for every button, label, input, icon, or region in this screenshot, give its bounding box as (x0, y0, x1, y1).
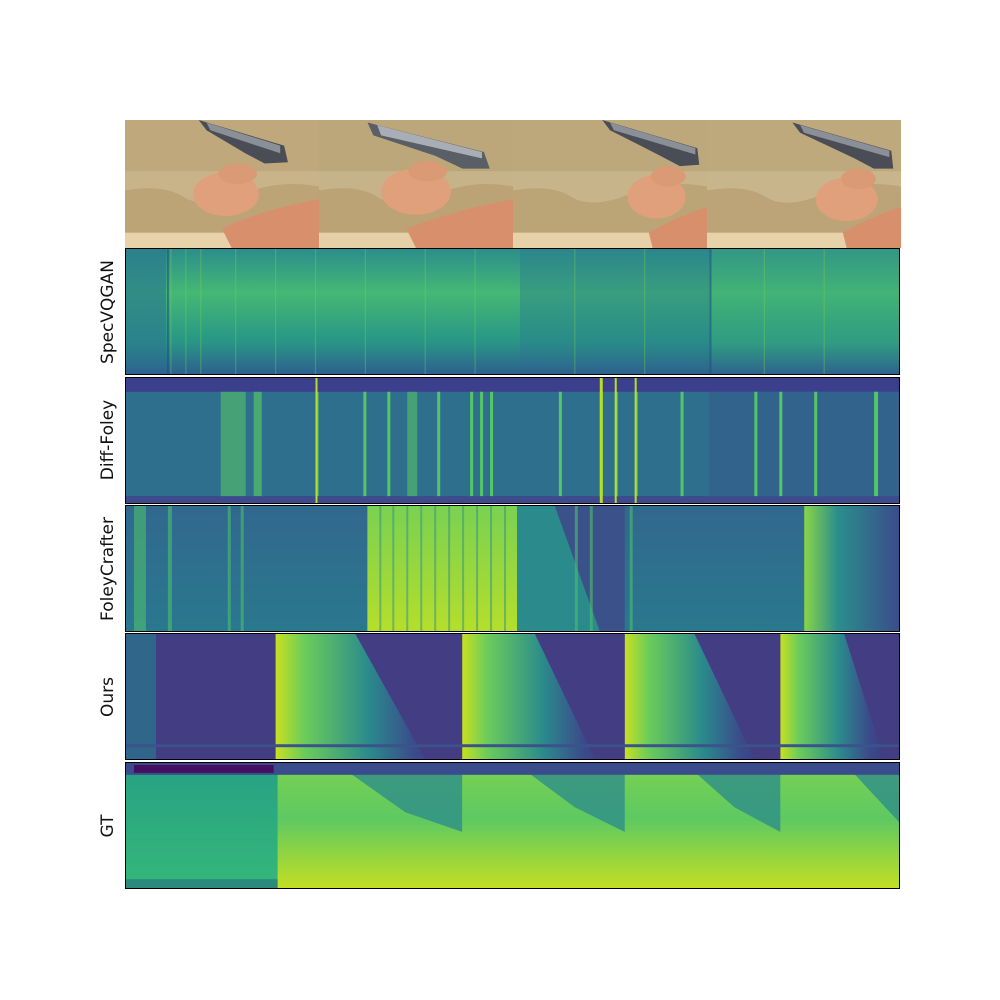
row-label-ours: Ours (98, 676, 118, 718)
spectrogram-ours (125, 633, 900, 760)
pistol-hand-image (125, 120, 319, 248)
pistol-hand-image (513, 120, 707, 248)
spectrogram-specvqgan (125, 248, 900, 375)
video-frame-4 (707, 120, 901, 248)
video-frame-3 (513, 120, 707, 248)
pistol-hand-image (707, 120, 901, 248)
video-frame-2 (319, 120, 513, 248)
pistol-hand-image (319, 120, 513, 248)
row-label-diff-foley: Diff-Foley (98, 399, 118, 481)
spectrogram-foleycrafter (125, 505, 900, 632)
spectrogram-diff-foley (125, 377, 900, 504)
row-label-gt: GT (98, 814, 118, 838)
row-label-specvqgan: SpecVQGAN (98, 260, 118, 364)
video-frame-1 (125, 120, 319, 248)
spectrogram-gt (125, 762, 900, 889)
video-frames-strip (125, 120, 901, 248)
row-label-foleycrafter: FoleyCrafter (98, 517, 118, 621)
